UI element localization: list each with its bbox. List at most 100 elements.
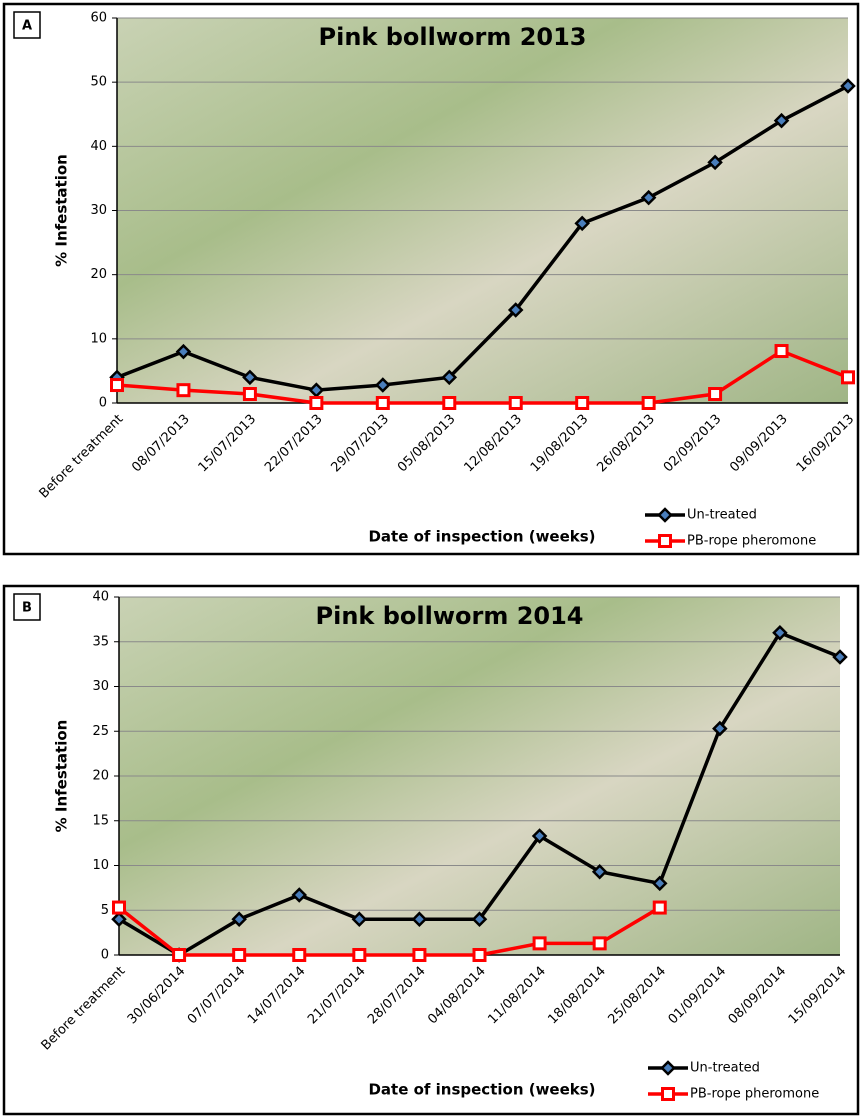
- marker: [660, 1060, 676, 1076]
- legend-label: PB-rope pheromone: [690, 1087, 819, 1102]
- marker: [840, 78, 856, 94]
- y-tick-label: 35: [92, 634, 109, 649]
- marker: [351, 911, 368, 927]
- x-tick-label: 26/08/2013: [594, 412, 658, 476]
- marker: [375, 377, 391, 393]
- panel-frame: [2, 2, 860, 556]
- marker: [472, 948, 487, 962]
- legend-label: Un-treated: [687, 508, 757, 523]
- marker: [708, 387, 723, 402]
- marker: [292, 948, 307, 962]
- x-tick-label: 04/08/2014: [425, 964, 489, 1028]
- x-tick-label: 11/08/2014: [485, 964, 549, 1028]
- y-tick-label: 20: [90, 267, 107, 282]
- marker: [412, 948, 427, 962]
- y-tick-label: 10: [90, 331, 107, 346]
- marker: [175, 343, 192, 360]
- marker: [242, 369, 258, 386]
- x-tick-label: 18/08/2014: [545, 964, 609, 1028]
- marker: [508, 396, 523, 410]
- x-axis-title: Date of inspection (weeks): [368, 1081, 595, 1099]
- marker: [592, 936, 607, 951]
- marker: [110, 378, 124, 393]
- y-tick-label: 20: [92, 769, 109, 784]
- y-axis-title: % Infestation: [53, 154, 71, 267]
- y-tick-label: 40: [92, 590, 109, 605]
- series-line: [117, 906, 661, 957]
- marker: [774, 344, 789, 359]
- x-tick-label: Before treatment: [37, 412, 127, 502]
- marker: [773, 112, 790, 129]
- marker: [707, 154, 723, 171]
- marker: [507, 302, 524, 318]
- marker: [172, 948, 187, 962]
- y-tick-label: 30: [92, 679, 109, 694]
- x-tick-label: 08/09/2014: [726, 964, 790, 1028]
- marker: [661, 1087, 675, 1101]
- x-tick-label: 09/09/2013: [727, 412, 791, 476]
- x-tick-label: 19/08/2013: [528, 412, 592, 476]
- y-tick-label: 60: [90, 11, 107, 26]
- x-tick-label: 02/09/2013: [661, 412, 725, 476]
- marker: [531, 828, 548, 844]
- marker: [657, 507, 673, 523]
- marker: [575, 396, 590, 410]
- y-tick-label: 15: [92, 813, 109, 828]
- x-tick-label: 28/07/2014: [365, 964, 429, 1028]
- x-tick-label: 16/09/2013: [794, 412, 858, 476]
- y-axis-title: % Infestation: [53, 720, 71, 833]
- marker: [652, 900, 667, 915]
- x-tick-label: 15/09/2014: [786, 964, 850, 1028]
- panel-label-box: [13, 11, 41, 39]
- y-tick-label: 10: [92, 858, 109, 873]
- marker: [231, 911, 247, 927]
- y-tick-label: 25: [92, 724, 109, 739]
- series-line: [116, 349, 849, 405]
- panel-frame: [2, 584, 860, 1116]
- y-tick-label: 40: [90, 139, 107, 154]
- marker: [658, 534, 672, 548]
- marker: [375, 396, 390, 410]
- marker: [591, 863, 608, 880]
- y-tick-label: 30: [90, 203, 107, 218]
- x-tick-label: 30/06/2014: [125, 964, 189, 1028]
- marker: [712, 720, 728, 737]
- marker: [574, 215, 590, 232]
- marker: [441, 369, 458, 386]
- legend-label: Un-treated: [690, 1061, 760, 1076]
- panel-label-box: [13, 593, 41, 621]
- y-tick-label: 0: [101, 948, 109, 963]
- x-tick-label: 29/07/2013: [329, 412, 393, 476]
- marker: [111, 911, 127, 927]
- marker: [832, 649, 848, 665]
- y-tick-label: 0: [99, 396, 107, 411]
- marker: [442, 396, 457, 410]
- x-tick-label: 01/09/2014: [666, 964, 730, 1028]
- marker: [352, 948, 367, 962]
- marker: [641, 396, 656, 410]
- marker: [532, 936, 547, 951]
- marker: [242, 387, 257, 402]
- marker: [411, 911, 428, 927]
- x-tick-label: 22/07/2013: [262, 412, 326, 476]
- marker: [640, 189, 657, 206]
- x-axis-title: Date of inspection (weeks): [368, 528, 595, 546]
- marker: [772, 625, 788, 641]
- chart-title: Pink bollworm 2013: [319, 23, 587, 51]
- marker: [841, 370, 855, 385]
- x-tick-label: 15/07/2013: [196, 412, 260, 476]
- x-tick-label: 07/07/2014: [185, 964, 249, 1028]
- x-tick-label: 14/07/2014: [245, 964, 309, 1028]
- panel-label: A: [22, 19, 32, 34]
- x-tick-label: 21/07/2014: [305, 964, 369, 1028]
- legend-label: PB-rope pheromone: [687, 534, 816, 549]
- series-line: [116, 84, 849, 392]
- x-tick-label: 25/08/2014: [605, 964, 669, 1028]
- marker: [471, 911, 488, 927]
- x-tick-label: Before treatment: [39, 964, 129, 1054]
- marker: [291, 887, 308, 903]
- x-tick-label: 05/08/2013: [395, 412, 459, 476]
- marker: [651, 875, 668, 892]
- marker: [112, 900, 126, 915]
